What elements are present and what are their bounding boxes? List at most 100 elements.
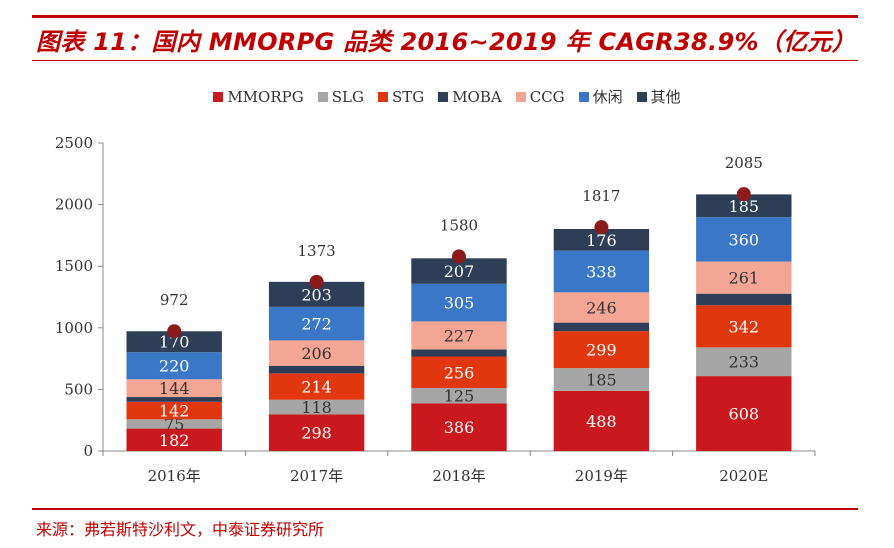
total-marker bbox=[594, 220, 609, 235]
legend-item-moba: MOBA bbox=[438, 86, 502, 107]
legend-swatch bbox=[317, 91, 328, 102]
data-label: 338 bbox=[586, 262, 617, 281]
legend-swatch bbox=[515, 91, 526, 102]
bar-segment bbox=[268, 340, 365, 366]
bar-segment bbox=[411, 321, 507, 350]
legend-item-mmorpg: MMORPG bbox=[213, 86, 304, 107]
data-label: 185 bbox=[729, 197, 760, 216]
total-label: 1373 bbox=[298, 242, 336, 260]
bar-segment bbox=[411, 349, 507, 357]
data-label: 75 bbox=[164, 415, 184, 434]
bar-segment bbox=[411, 283, 507, 322]
data-label: 203 bbox=[301, 285, 332, 304]
data-label: 214 bbox=[301, 378, 332, 397]
data-label: 176 bbox=[586, 231, 617, 250]
data-label: 298 bbox=[301, 424, 332, 443]
chart-legend: MMORPG SLG STG MOBA CCG 休闲 其他 bbox=[0, 86, 894, 107]
total-label: 1580 bbox=[440, 216, 478, 234]
bar-segment bbox=[553, 228, 650, 251]
bar-segment bbox=[696, 194, 792, 218]
y-tick-label: 500 bbox=[64, 380, 93, 398]
legend-swatch bbox=[377, 91, 388, 102]
bar-segment bbox=[268, 306, 365, 341]
x-tick-label: 2016年 bbox=[148, 467, 201, 485]
bar-segment bbox=[696, 376, 792, 451]
data-label: 207 bbox=[444, 262, 475, 281]
y-tick-label: 2500 bbox=[55, 134, 93, 152]
y-tick-label: 1000 bbox=[55, 319, 93, 337]
bar-segment bbox=[553, 292, 650, 323]
legend-swatch bbox=[636, 91, 647, 102]
bar-segment bbox=[411, 403, 507, 451]
y-tick-label: 2000 bbox=[55, 196, 93, 214]
bar-segment bbox=[696, 293, 792, 306]
bar-segment bbox=[553, 250, 650, 293]
legend-item-slg: SLG bbox=[317, 86, 364, 107]
bar-segment bbox=[696, 217, 792, 262]
total-label: 2085 bbox=[725, 154, 763, 172]
bar-segment bbox=[268, 399, 365, 415]
legend-swatch bbox=[213, 91, 224, 102]
bar-segment bbox=[126, 379, 222, 398]
legend-label: CCG bbox=[529, 87, 565, 106]
bar-segment bbox=[126, 397, 222, 402]
legend-item-other: 其他 bbox=[636, 86, 681, 107]
bar-segment bbox=[696, 305, 792, 348]
data-label: 342 bbox=[729, 317, 760, 336]
data-label: 246 bbox=[586, 298, 617, 317]
legend-item-stg: STG bbox=[377, 86, 425, 107]
legend-label: SLG bbox=[331, 87, 364, 106]
total-marker bbox=[452, 249, 466, 264]
legend-label: MOBA bbox=[452, 87, 502, 106]
bar-segment bbox=[268, 365, 365, 374]
data-label: 220 bbox=[159, 357, 190, 376]
bar-segment bbox=[411, 356, 507, 389]
data-label: 261 bbox=[729, 269, 760, 288]
data-label: 170 bbox=[159, 333, 190, 352]
bar-segment bbox=[268, 414, 365, 451]
data-label: 488 bbox=[586, 412, 617, 431]
legend-label: 休闲 bbox=[592, 88, 623, 106]
bar-segment bbox=[696, 347, 792, 377]
x-tick-label: 2018年 bbox=[432, 467, 485, 485]
bar-segment bbox=[553, 322, 650, 332]
total-label: 972 bbox=[160, 291, 189, 309]
x-tick-label: 2017年 bbox=[290, 467, 343, 485]
y-tick-label: 0 bbox=[83, 442, 93, 460]
bar-segment bbox=[126, 419, 222, 429]
data-label: 272 bbox=[301, 315, 332, 334]
title-top-rule bbox=[32, 15, 858, 18]
data-label: 142 bbox=[159, 402, 190, 421]
data-label: 233 bbox=[729, 353, 760, 372]
source-rule bbox=[32, 508, 858, 510]
data-label: 360 bbox=[729, 230, 760, 249]
legend-swatch bbox=[578, 91, 589, 102]
data-label: 608 bbox=[729, 405, 760, 424]
total-marker bbox=[309, 274, 324, 289]
legend-item-casual: 休闲 bbox=[578, 86, 623, 107]
data-label: 256 bbox=[444, 363, 475, 382]
data-label: 386 bbox=[444, 418, 475, 437]
legend-swatch bbox=[438, 91, 449, 102]
total-label: 1817 bbox=[582, 187, 620, 205]
legend-label: 其他 bbox=[650, 88, 681, 106]
legend-label: STG bbox=[391, 87, 425, 106]
total-marker bbox=[167, 324, 182, 339]
bar-segment bbox=[553, 368, 650, 391]
bar-segment bbox=[411, 388, 507, 404]
data-label: 182 bbox=[159, 431, 190, 450]
chart-title: 图表 11：国内 MMORPG 品类 2016~2019 年 CAGR38.9%… bbox=[36, 28, 856, 56]
bar-segment bbox=[126, 352, 222, 380]
legend-label: MMORPG bbox=[227, 87, 304, 106]
data-label: 299 bbox=[586, 341, 617, 360]
x-tick-label: 2019年 bbox=[575, 467, 628, 485]
title-bottom-rule bbox=[32, 60, 858, 61]
bar-segment bbox=[126, 428, 222, 451]
bar-segment bbox=[126, 331, 222, 353]
y-tick-label: 1500 bbox=[55, 257, 93, 275]
source-note: 来源：弗若斯特沙利文，中泰证券研究所 bbox=[36, 520, 325, 539]
legend-item-ccg: CCG bbox=[515, 86, 565, 107]
bar-segment bbox=[696, 261, 792, 294]
bar-segment bbox=[126, 401, 222, 420]
